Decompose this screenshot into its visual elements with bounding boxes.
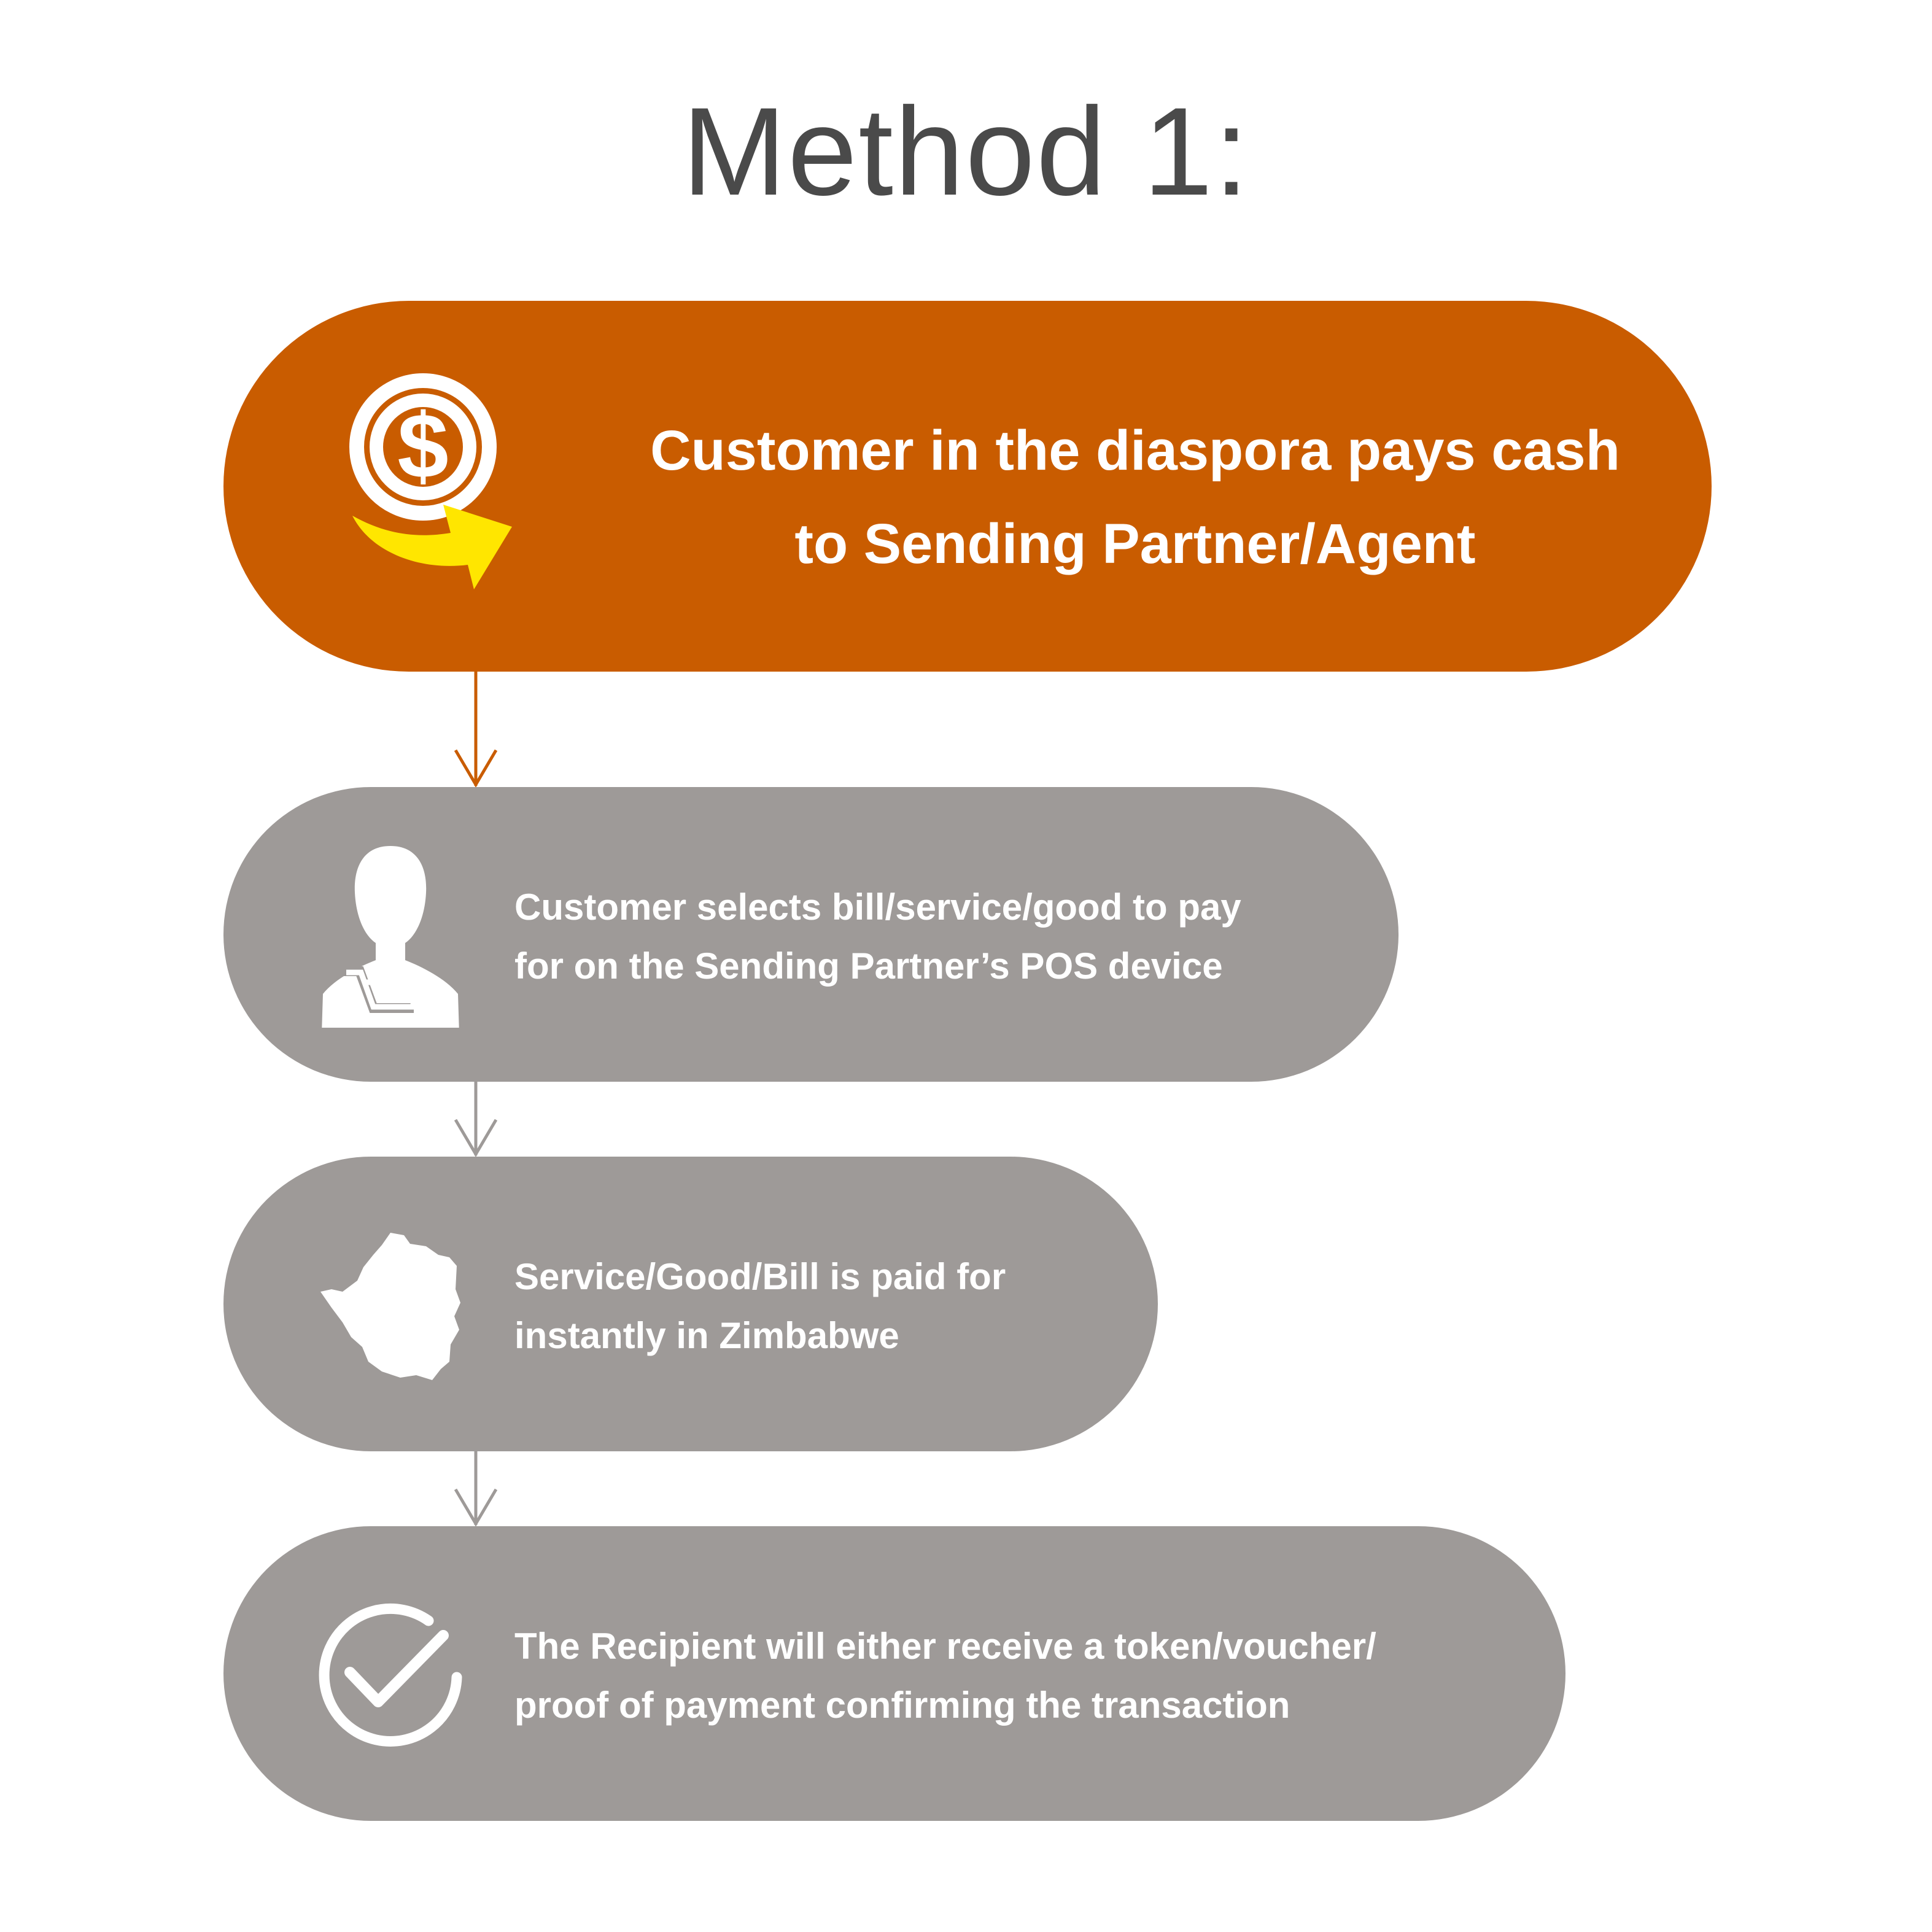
step-pay-cash: $ Customer in the diaspora pays cash to … (223, 301, 1712, 672)
arrow-down-icon (454, 1082, 498, 1157)
step-recipient-receives-text: The Recipient will either receive a toke… (514, 1626, 1376, 1726)
step-pay-cash-text: Customer in the diaspora pays cash to Se… (650, 419, 1620, 575)
diagram-title: Method 1: (681, 82, 1251, 222)
arrow-down-icon (454, 672, 498, 788)
person-cart-icon (317, 844, 464, 1034)
step-paid-instantly: Service/Good/Bill is paid for instantly … (223, 1157, 1158, 1451)
step-select-bill-text: Customer selects bill/service/good to pa… (514, 886, 1241, 987)
svg-text:$: $ (397, 394, 448, 497)
step-paid-instantly-text: Service/Good/Bill is paid for instantly … (514, 1256, 1006, 1356)
step-select-bill: Customer selects bill/service/good to pa… (223, 787, 1399, 1082)
step-recipient-receives: The Recipient will either receive a toke… (223, 1526, 1565, 1821)
zimbabwe-map-icon (318, 1230, 465, 1384)
check-circle-icon (314, 1599, 468, 1752)
arrow-down-icon (454, 1451, 498, 1527)
dollar-coin-arrow-icon: $ (328, 368, 530, 602)
